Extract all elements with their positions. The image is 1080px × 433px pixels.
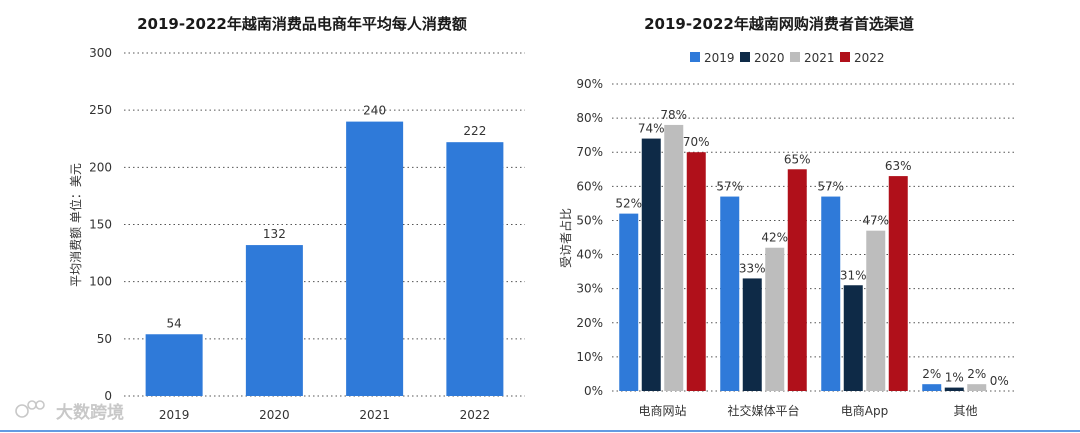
chart2-bar — [720, 196, 740, 391]
chart2-x-tick-label: 电商网站 — [638, 403, 686, 418]
chart2-data-label: 74% — [638, 122, 665, 136]
chart2-data-label: 2% — [967, 367, 986, 381]
chart2-bar — [765, 247, 785, 391]
avg-spend-chart: 2019-2022年越南消费品电商年平均每人消费额 平均消费额 单位：美元 0 5… — [68, 15, 525, 422]
chart2-x-tick-label: 社交媒体平台 — [727, 403, 799, 418]
chart1-data-label: 240 — [363, 104, 386, 118]
chart1-y-tick-label: 200 — [89, 160, 112, 174]
chart1-y-tick-label: 0 — [104, 389, 112, 403]
chart1-y-tick-label: 300 — [89, 46, 112, 60]
chart2-legend-swatch — [840, 52, 850, 62]
chart2-data-label: 33% — [739, 261, 766, 275]
chart2-y-tick-label: 60% — [576, 179, 603, 193]
chart2-y-tick-label: 40% — [576, 248, 603, 262]
chart2-data-label: 52% — [615, 197, 642, 211]
chart2-bar — [967, 384, 987, 391]
chart2-bar — [866, 230, 886, 391]
chart2-bar — [686, 152, 706, 391]
chart2-y-tick-label: 50% — [576, 213, 603, 227]
chart2-legend-swatch — [740, 52, 750, 62]
chart1-x-tick-label: 2020 — [259, 408, 290, 422]
chart2-title: 2019-2022年越南网购消费者首选渠道 — [644, 15, 914, 33]
chart2-data-label: 31% — [840, 268, 867, 282]
chart2-y-tick-label: 20% — [576, 316, 603, 330]
chart2-bar — [664, 124, 684, 391]
chart2-bar — [944, 387, 964, 391]
chart1-y-tick-label: 150 — [89, 218, 112, 232]
chart1-y-axis-label: 平均消费额 单位：美元 — [68, 163, 83, 287]
chart1-x-tick-label: 2019 — [159, 408, 190, 422]
chart1-y-tick-label: 100 — [89, 275, 112, 289]
chart2-bar — [641, 138, 661, 391]
chart1-bar — [145, 334, 203, 396]
chart1-x-tick-label: 2022 — [460, 408, 491, 422]
chart2-legend-label: 2022 — [854, 51, 885, 65]
chart2-y-tick-label: 80% — [576, 111, 603, 125]
chart2-bar — [787, 169, 807, 391]
chart1-x-tick-label: 2021 — [359, 408, 390, 422]
chart1-data-label: 132 — [263, 227, 286, 241]
preferred-channel-chart: 2019-2022年越南网购消费者首选渠道 2019 2020 2021 2022 受… — [558, 15, 1016, 418]
chart2-x-tick-label: 其他 — [953, 404, 977, 418]
chart2-data-label: 70% — [683, 135, 710, 149]
chart2-data-label: 78% — [660, 108, 687, 122]
chart2-legend-label: 2019 — [704, 51, 735, 65]
chart1-bar — [346, 121, 404, 396]
chart2-x-tick-label: 电商App — [841, 403, 888, 418]
chart2-bar — [742, 278, 762, 391]
watermark-logo: 大数跨境 — [15, 400, 124, 423]
chart2-data-label: 1% — [945, 371, 964, 385]
chart2-legend: 2019 2020 2021 2022 — [690, 51, 885, 65]
chart2-legend-swatch — [790, 52, 800, 62]
chart1-data-label: 222 — [463, 124, 486, 138]
chart2-data-label: 0% — [990, 374, 1009, 388]
watermark-text: 大数跨境 — [56, 402, 124, 423]
chart2-bar — [821, 196, 841, 391]
chart2-data-label: 47% — [862, 214, 889, 228]
chart2-data-label: 42% — [761, 231, 788, 245]
chart2-y-tick-label: 0% — [584, 384, 603, 398]
chart2-y-tick-label: 90% — [576, 77, 603, 91]
chart2-bar — [619, 213, 639, 391]
chart2-y-axis-label: 受访者占比 — [558, 208, 573, 268]
chart2-y-tick-label: 10% — [576, 350, 603, 364]
chart2-data-label: 63% — [885, 159, 912, 173]
chart2-legend-swatch — [690, 52, 700, 62]
chart1-data-label: 54 — [166, 316, 181, 330]
chart1-y-tick-label: 50 — [97, 332, 112, 346]
chart2-legend-label: 2021 — [804, 51, 835, 65]
chart2-data-label: 57% — [817, 180, 844, 194]
chart1-y-tick-label: 250 — [89, 103, 112, 117]
chart2-y-tick-label: 70% — [576, 145, 603, 159]
chart2-data-label: 2% — [922, 367, 941, 381]
chart2-bar — [922, 384, 942, 391]
chart2-bar — [843, 285, 863, 391]
chart2-y-tick-label: 30% — [576, 282, 603, 296]
chart1-bar — [446, 142, 504, 396]
chart2-legend-label: 2020 — [754, 51, 785, 65]
chart2-data-label: 57% — [716, 180, 743, 194]
chart2-data-label: 65% — [784, 152, 811, 166]
watermark-icon — [15, 400, 45, 418]
chart1-bar — [245, 245, 303, 396]
chart2-bar — [888, 176, 908, 391]
chart1-title: 2019-2022年越南消费品电商年平均每人消费额 — [137, 15, 467, 33]
